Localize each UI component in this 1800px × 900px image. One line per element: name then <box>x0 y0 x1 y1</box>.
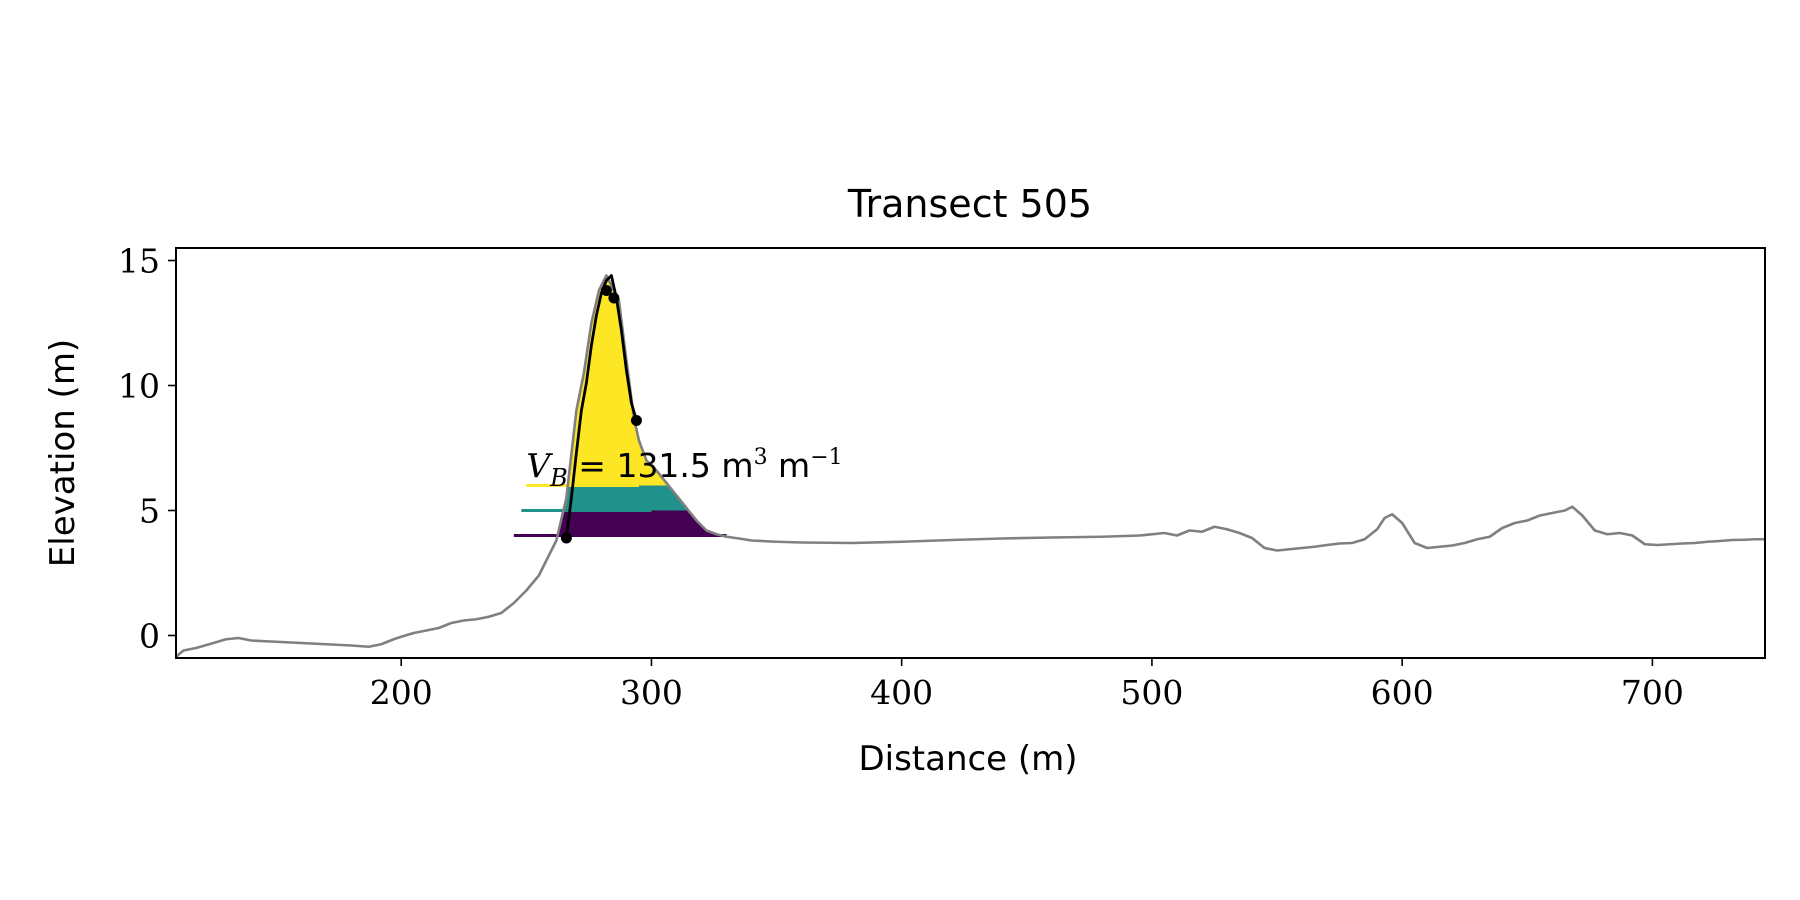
band-fill-mid <box>563 485 689 511</box>
band-fill-low <box>557 510 722 536</box>
dune-point-2 <box>600 285 612 296</box>
dune-point-1 <box>560 532 572 544</box>
profile-line <box>176 274 1765 658</box>
dune-outline <box>564 274 638 539</box>
y-axis-label: Elevation (m) <box>43 339 83 567</box>
y-tick-label: 0 <box>139 617 160 656</box>
dune-point-4 <box>630 415 642 426</box>
x-axis-label: Distance (m) <box>858 739 1077 779</box>
dune-point-3 <box>608 292 620 304</box>
y-tick-label: 10 <box>118 367 160 406</box>
x-tick-label: 400 <box>870 673 933 712</box>
x-tick-label: 700 <box>1621 673 1684 712</box>
y-tick-label: 15 <box>118 242 160 281</box>
plot-frame <box>175 247 1766 659</box>
x-tick-label: 600 <box>1371 673 1434 712</box>
x-tick-label: 500 <box>1120 673 1183 712</box>
x-tick-label: 300 <box>620 673 683 712</box>
chart-title: Transect 505 <box>847 182 1092 226</box>
y-tick-label: 5 <box>139 492 160 531</box>
x-tick-label: 200 <box>370 673 433 712</box>
volume-annotation: VB = 131.5 m3 m−1 <box>526 445 842 492</box>
